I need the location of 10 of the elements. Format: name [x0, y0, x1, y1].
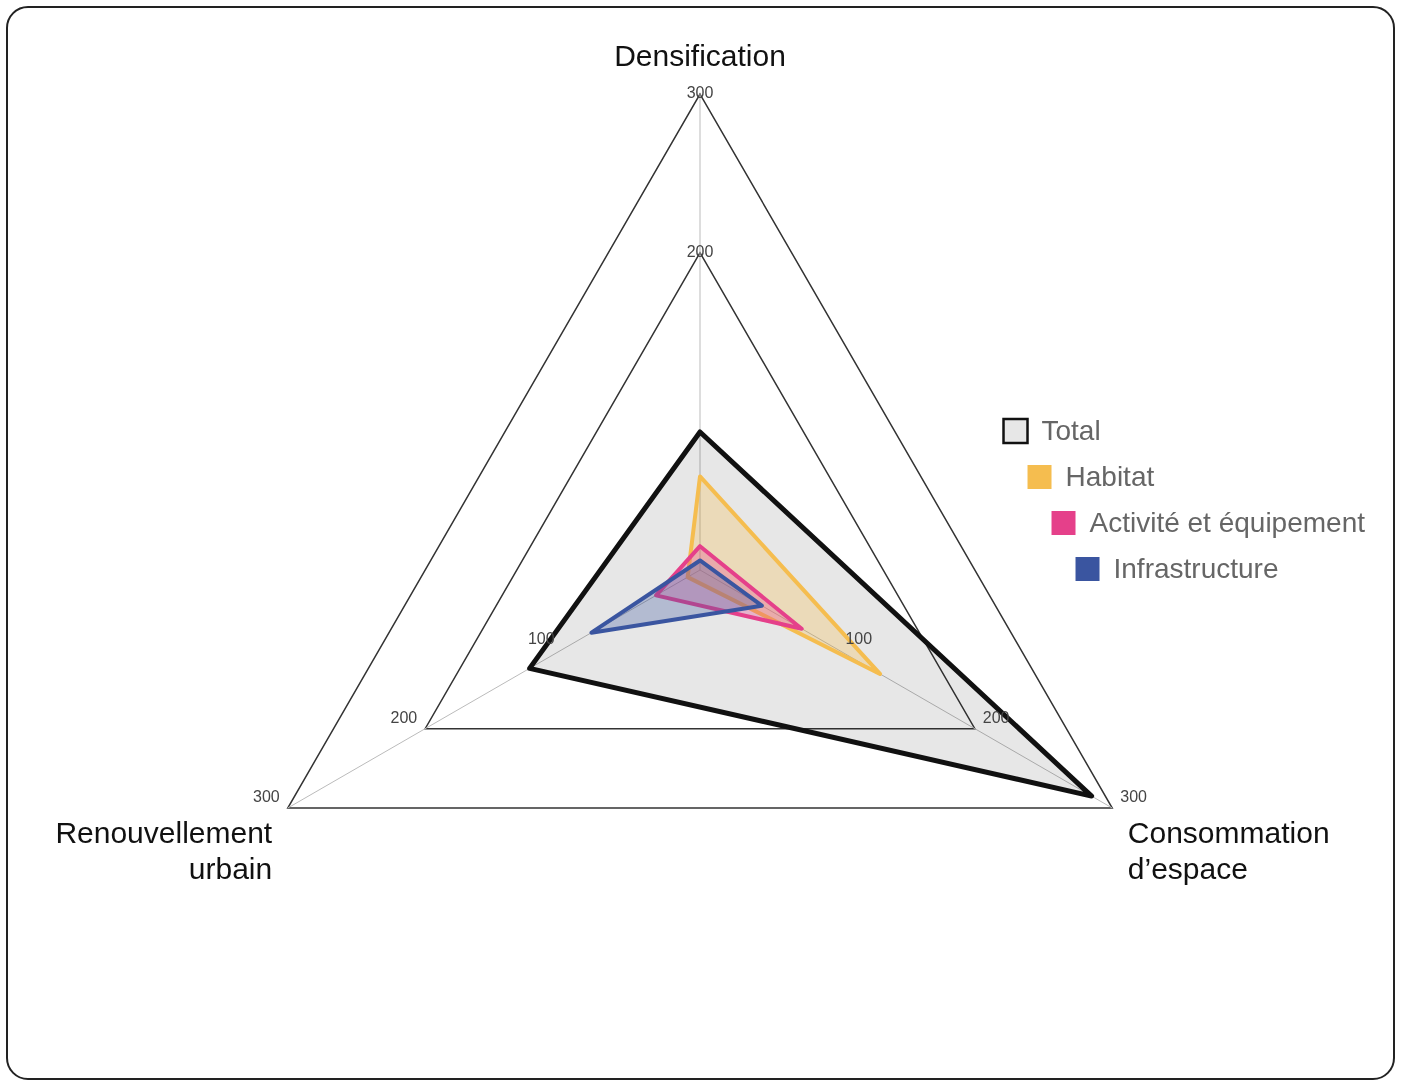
spoke-label: Renouvellement urbain	[55, 816, 273, 886]
text: 300	[253, 788, 280, 806]
text: 200	[390, 709, 418, 727]
spoke-label: Consommation d’espace	[1127, 816, 1330, 886]
legend-label: Total	[1041, 414, 1101, 446]
spoke-label: Densification	[614, 39, 786, 73]
legend-label: Infrastructure	[1113, 552, 1279, 584]
text: 300	[1120, 788, 1148, 806]
legend-label: Activité et équipement	[1089, 506, 1366, 538]
legend-label: Habitat	[1065, 460, 1155, 492]
